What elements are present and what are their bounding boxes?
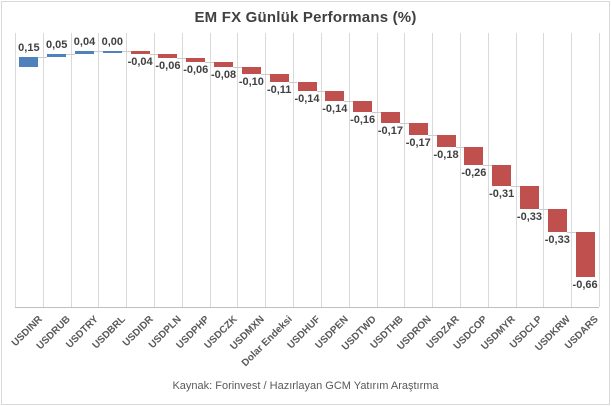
waterfall-connector <box>427 135 437 137</box>
waterfall-connector <box>372 111 381 113</box>
waterfall-connector <box>260 74 270 76</box>
value-label-Dolar Endeksi: -0,11 <box>266 83 292 96</box>
bar-USDMXN <box>241 67 261 75</box>
vertical-gridline <box>209 33 211 307</box>
waterfall-connector <box>177 57 187 59</box>
bar-USDARS <box>575 231 595 277</box>
bar-USDPHP <box>186 57 206 62</box>
value-label-USDPLN: -0,06 <box>155 59 181 72</box>
waterfall-connector <box>288 81 298 83</box>
value-label-USDIDR: -0,04 <box>127 55 153 68</box>
value-label-USDMYR: -0,31 <box>489 188 515 201</box>
bar-USDTHB <box>380 111 400 124</box>
waterfall-connector <box>455 147 465 149</box>
waterfall-connector <box>66 53 75 55</box>
value-label-USDZAR: -0,18 <box>433 149 459 162</box>
vertical-gridline <box>293 33 295 307</box>
vertical-gridline <box>70 33 72 307</box>
waterfall-connector <box>121 50 131 52</box>
value-label-USDKRW: -0,33 <box>544 233 570 246</box>
vertical-gridline <box>571 33 573 307</box>
waterfall-connector <box>538 209 548 211</box>
vertical-gridline <box>459 33 461 307</box>
vertical-gridline <box>15 33 16 307</box>
value-label-USDCOP: -0,26 <box>461 167 487 180</box>
vertical-gridline <box>348 33 350 307</box>
value-label-USDTRY: 0,04 <box>73 35 96 48</box>
bar-USDRON <box>408 123 428 136</box>
vertical-gridline <box>515 33 517 307</box>
vertical-gridline <box>432 33 434 307</box>
vertical-gridline <box>376 33 378 307</box>
bar-USDINR <box>19 56 39 68</box>
bar-USDPEN <box>325 91 345 101</box>
vertical-gridline <box>404 33 406 307</box>
vertical-gridline <box>98 33 100 307</box>
vertical-gridline <box>599 33 600 307</box>
value-label-USDBRL: 0,00 <box>101 35 124 48</box>
bar-USDRUB <box>47 53 67 57</box>
bar-USDPLN <box>158 53 178 58</box>
bar-USDTWD <box>353 100 373 112</box>
source-footer: Kaynak: Forinvest / Hazırlayan GCM Yatır… <box>172 380 439 392</box>
bar-USDIDR <box>130 50 150 54</box>
bar-USDCZK <box>214 61 234 68</box>
vertical-gridline <box>126 33 128 307</box>
x-axis-line <box>15 307 599 308</box>
value-label-USDARS: -0,66 <box>572 278 598 291</box>
value-label-USDCZK: -0,08 <box>211 69 237 82</box>
bar-USDZAR <box>436 135 456 148</box>
vertical-gridline <box>320 33 322 307</box>
value-label-USDCLP: -0,33 <box>516 211 542 224</box>
bar-USDMYR <box>492 165 512 187</box>
waterfall-connector <box>344 100 354 102</box>
waterfall-connector <box>233 67 242 69</box>
chart-title: EM FX Günlük Performans (%) <box>194 9 417 26</box>
value-label-USDHUF: -0,14 <box>294 93 320 106</box>
waterfall-connector <box>149 53 159 55</box>
waterfall-connector <box>205 61 215 63</box>
vertical-gridline <box>181 33 183 307</box>
value-label-USDPEN: -0,14 <box>322 102 348 115</box>
bar-USDHUF <box>297 81 317 92</box>
value-label-USDINR: 0,15 <box>18 41 40 54</box>
value-label-USDRON: -0,17 <box>405 137 431 150</box>
waterfall-connector <box>566 231 576 233</box>
vertical-gridline <box>237 33 239 307</box>
value-label-USDRUB: 0,05 <box>45 38 68 51</box>
vertical-gridline <box>543 33 545 307</box>
bar-USDCLP <box>519 186 539 210</box>
vertical-gridline <box>154 33 156 307</box>
vertical-gridline <box>42 33 44 307</box>
waterfall-connector <box>94 50 103 52</box>
waterfall-connector <box>511 186 520 188</box>
waterfall-connector <box>316 91 326 93</box>
value-label-USDMXN: -0,10 <box>238 76 264 89</box>
vertical-gridline <box>265 33 267 307</box>
waterfall-connector <box>483 165 493 167</box>
value-label-USDTHB: -0,17 <box>377 125 403 138</box>
waterfall-connector <box>399 123 409 125</box>
bar-USDTRY <box>75 50 95 54</box>
vertical-gridline <box>487 33 489 307</box>
bar-USDBRL <box>102 50 122 53</box>
waterfall-connector <box>38 56 48 58</box>
value-label-USDPHP: -0,06 <box>183 63 209 76</box>
bar-Dolar Endeksi <box>269 74 289 82</box>
bar-USDKRW <box>547 209 567 232</box>
value-label-USDTWD: -0,16 <box>350 113 376 126</box>
bar-USDCOP <box>464 147 484 166</box>
